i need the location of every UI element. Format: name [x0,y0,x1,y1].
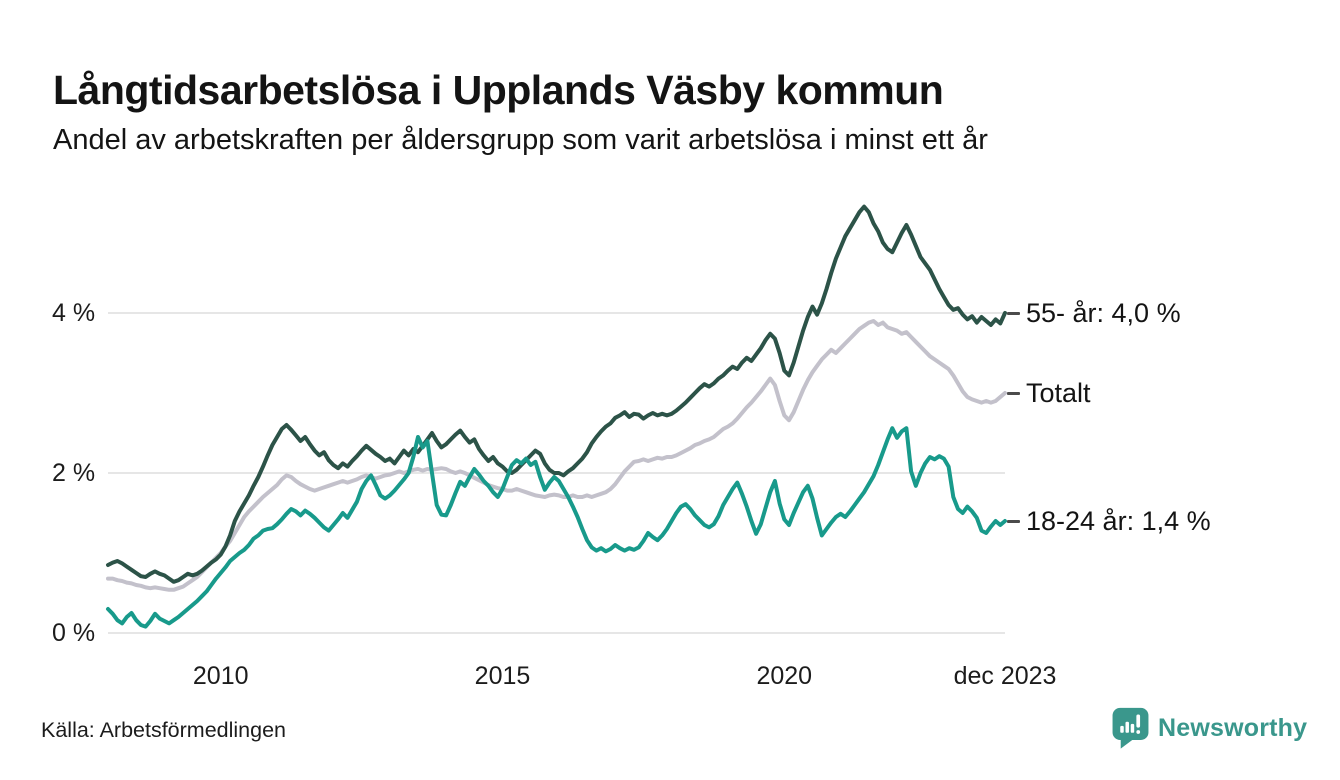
x-axis-tick-label: 2010 [192,662,249,690]
legend-item-18-24 år: 18-24 år: 1,4 % [1007,504,1211,538]
x-axis-tick-label: 2020 [756,662,813,690]
brand-logo: Newsworthy [1112,707,1307,749]
legend-label: 55- år: 4,0 % [1026,297,1181,328]
legend-label: Totalt [1026,377,1091,408]
legend-dash-icon [1007,391,1020,395]
legend-dash-icon [1007,519,1020,523]
legend-label: 18-24 år: 1,4 % [1026,505,1211,536]
series-line-Totalt [106,319,1007,592]
y-axis-tick-label: 2 % [52,459,96,487]
page-subtitle: Andel av arbetskraften per åldersgrupp s… [53,124,988,156]
legend-item-Totalt: Totalt [1007,376,1091,410]
legend-item-55- år: 55- år: 4,0 % [1007,296,1181,330]
legend-dash-icon [1007,311,1020,315]
speech-bubble-bar-chart-icon [1112,707,1149,749]
y-axis-tick-label: 4 % [52,299,96,327]
y-axis-tick-label: 0 % [52,619,96,647]
page-title: Långtidsarbetslösa i Upplands Väsby komm… [53,67,944,114]
source-note: Källa: Arbetsförmedlingen [41,718,287,742]
series-line-55- år [106,204,1007,584]
series-line-18-24 år [106,426,1007,629]
brand-wordmark: Newsworthy [1158,713,1308,742]
x-axis-tick-label: dec 2023 [953,662,1057,690]
x-axis-tick-label: 2015 [474,662,531,690]
